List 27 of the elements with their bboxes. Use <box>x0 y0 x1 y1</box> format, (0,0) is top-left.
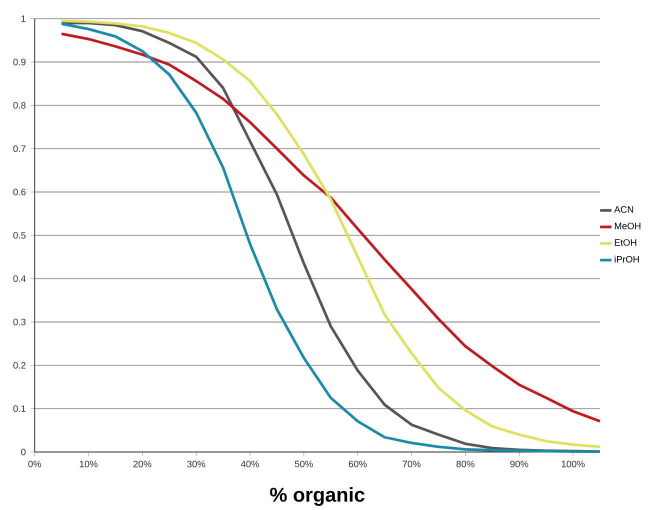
x-tick-label: 60% <box>348 460 367 468</box>
x-tick-label: 100% <box>562 460 585 468</box>
y-tick-label: 0 <box>21 448 26 456</box>
x-tick-label: 50% <box>294 460 313 468</box>
y-tick-label: 0.6 <box>13 188 26 196</box>
x-tick-label: 70% <box>402 460 421 468</box>
legend-label: EtOH <box>614 239 636 246</box>
y-tick-label: 0.9 <box>13 58 26 66</box>
x-tick-label: 40% <box>240 460 260 468</box>
y-tick-label: 0.3 <box>13 318 26 326</box>
legend-label: iPrOH <box>614 256 639 263</box>
x-tick-label: 0% <box>28 460 42 468</box>
y-tick-label: 0.8 <box>13 102 26 109</box>
x-tick-label: 30% <box>187 460 206 468</box>
y-tick-label: 1 <box>21 15 26 22</box>
y-tick-label: 0.1 <box>13 405 26 412</box>
x-tick-label: 90% <box>510 460 528 468</box>
x-tick-label: 80% <box>456 460 474 468</box>
x-tick-label: 10% <box>80 460 98 468</box>
legend-label: ACN <box>614 206 634 213</box>
x-tick-label: 20% <box>133 460 152 468</box>
y-tick-label: 0.5 <box>13 232 26 239</box>
legend-label: MeOH <box>614 222 640 230</box>
y-tick-label: 0.4 <box>13 275 26 282</box>
y-tick-label: 0.7 <box>13 145 26 152</box>
y-tick-label: 0.2 <box>13 362 26 369</box>
x-axis-title: % organic <box>270 487 365 506</box>
